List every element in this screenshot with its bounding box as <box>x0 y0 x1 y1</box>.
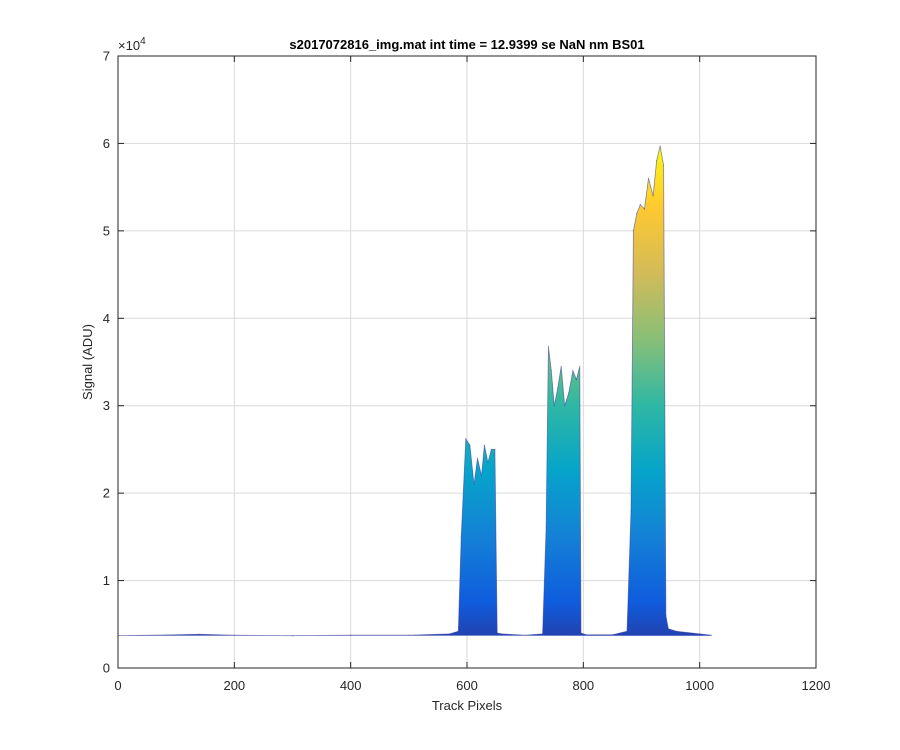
data-point <box>580 632 582 634</box>
y-axis-label: Signal (ADU) <box>80 324 95 400</box>
data-point <box>572 370 574 372</box>
data-point <box>553 405 555 407</box>
x-tick-label: 600 <box>456 678 478 693</box>
data-point <box>699 633 701 635</box>
data-point <box>487 461 489 464</box>
data-point <box>542 633 544 635</box>
data-point <box>656 160 658 162</box>
y-tick-label: 7 <box>103 49 110 64</box>
data-point <box>710 634 712 636</box>
data-point <box>496 632 498 634</box>
y-tick-label: 4 <box>103 311 110 326</box>
y-tick-label: 5 <box>103 223 110 238</box>
signal-area <box>118 146 712 636</box>
data-series <box>118 145 712 637</box>
signal-line <box>118 146 712 637</box>
data-point <box>632 230 635 232</box>
x-tick-label: 800 <box>572 678 594 693</box>
data-point <box>198 633 200 635</box>
data-point <box>460 536 462 538</box>
data-point <box>449 633 451 635</box>
data-point <box>564 405 566 407</box>
data-point <box>476 457 479 459</box>
y-tick-label: 3 <box>103 398 110 413</box>
y-exponent-label: ×104 <box>118 36 146 53</box>
data-point <box>630 510 632 512</box>
x-tick-label: 400 <box>340 678 362 693</box>
data-point <box>579 365 581 367</box>
data-point <box>291 635 294 637</box>
y-tick-label: 6 <box>103 136 110 151</box>
data-point <box>483 444 485 446</box>
x-tick-label: 1200 <box>802 678 831 693</box>
data-point <box>575 378 578 381</box>
data-point <box>560 365 562 367</box>
data-point <box>545 527 547 529</box>
data-point <box>626 630 628 632</box>
data-point <box>457 630 459 632</box>
data-point <box>480 475 483 477</box>
data-point <box>663 164 665 166</box>
y-tick-label: 2 <box>103 486 110 501</box>
data-point <box>675 630 678 632</box>
x-tick-label: 1000 <box>685 678 714 693</box>
data-point <box>665 614 667 617</box>
data-point <box>639 204 641 206</box>
data-point <box>350 634 352 636</box>
data-point <box>652 195 654 197</box>
data-point <box>175 634 177 636</box>
data-point <box>524 634 526 636</box>
data-point <box>547 345 550 347</box>
data-point <box>557 387 559 389</box>
data-point <box>585 634 587 636</box>
data-point <box>550 370 552 372</box>
y-tick-label: 1 <box>103 573 110 588</box>
data-point <box>465 438 467 440</box>
data-point <box>408 634 410 636</box>
x-axis-ticks: 0 200 400 600 800 1000 1200 <box>114 56 830 693</box>
data-point <box>568 392 570 394</box>
data-point <box>667 628 669 630</box>
data-point <box>469 444 471 446</box>
x-tick-label: 0 <box>114 678 121 693</box>
data-point <box>233 634 235 636</box>
chart-title: s2017072816_img.mat int time = 12.9399 s… <box>289 37 644 52</box>
data-point <box>501 633 503 635</box>
data-point <box>659 145 661 147</box>
y-tick-label: 0 <box>103 661 110 676</box>
x-tick-label: 200 <box>223 678 245 693</box>
x-axis-label: Track Pixels <box>432 698 503 713</box>
data-point <box>647 177 650 179</box>
data-point <box>636 212 638 214</box>
y-axis-ticks: 0 1 2 3 4 5 6 7 <box>103 49 816 676</box>
data-point <box>643 208 646 210</box>
data-point <box>494 448 496 450</box>
data-point <box>490 448 492 450</box>
data-point <box>611 634 614 636</box>
data-point <box>473 483 475 485</box>
